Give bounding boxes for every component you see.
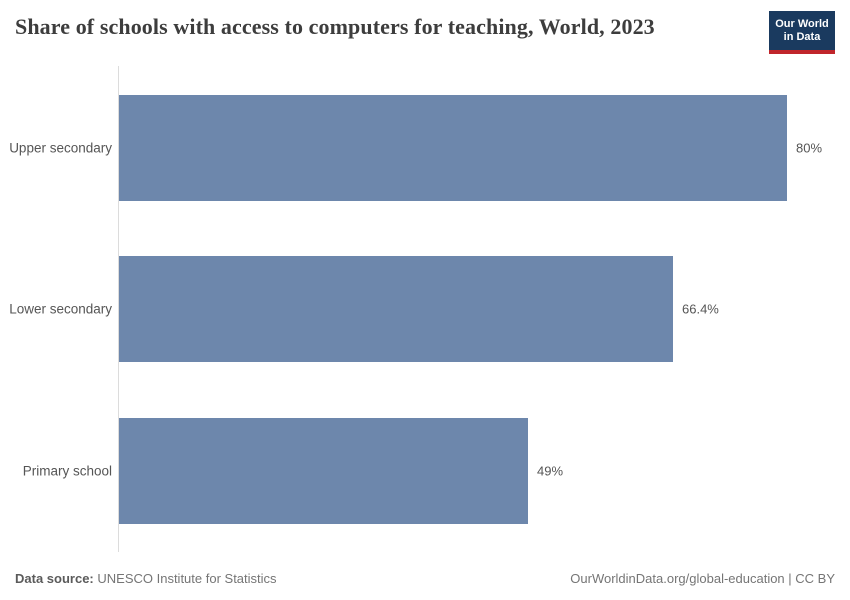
value-label: 49% xyxy=(537,463,564,479)
data-source: Data source: UNESCO Institute for Statis… xyxy=(15,571,277,586)
bar-upper-secondary[interactable] xyxy=(119,95,787,201)
owid-logo: Our World in Data xyxy=(769,11,835,54)
bar-row: Upper secondary 80% xyxy=(0,95,850,201)
category-label: Primary school xyxy=(22,463,112,479)
attribution-link[interactable]: OurWorldinData.org/global-education | CC… xyxy=(570,571,835,586)
data-source-label: Data source: xyxy=(15,571,94,586)
value-label: 66.4% xyxy=(682,301,719,317)
bar-primary-school[interactable] xyxy=(119,418,528,524)
chart-footer: Data source: UNESCO Institute for Statis… xyxy=(15,571,835,586)
value-label: 80% xyxy=(796,140,823,156)
category-label: Upper secondary xyxy=(9,140,112,156)
bar-row: Lower secondary 66.4% xyxy=(0,256,850,362)
owid-logo-text: Our World in Data xyxy=(775,17,829,43)
category-label: Lower secondary xyxy=(9,301,112,317)
chart-title: Share of schools with access to computer… xyxy=(15,14,655,39)
y-axis-line xyxy=(118,66,119,552)
bar-lower-secondary[interactable] xyxy=(119,256,673,362)
bar-row: Primary school 49% xyxy=(0,418,850,524)
data-source-text: UNESCO Institute for Statistics xyxy=(97,571,277,586)
